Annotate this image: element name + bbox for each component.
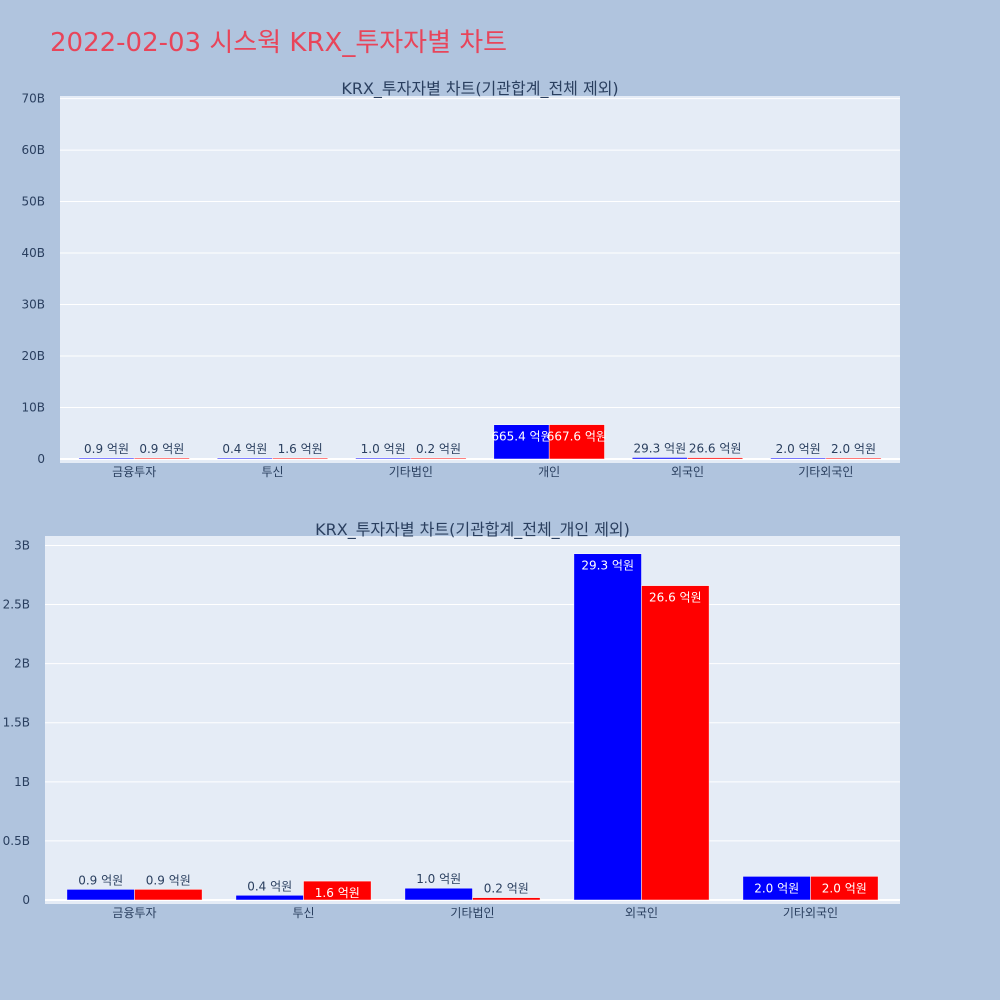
data-label: 26.6 억원 — [649, 591, 702, 605]
x-tick-label: 기타법인 — [450, 906, 494, 920]
x-tick-label: 외국인 — [671, 465, 704, 479]
plot-area — [45, 536, 900, 904]
y-tick-label: 0 — [37, 452, 45, 466]
data-label: 0.9 억원 — [146, 873, 191, 887]
bar — [404, 887, 473, 901]
y-tick-label: 0 — [22, 893, 30, 907]
bar — [303, 880, 372, 901]
bar — [548, 424, 605, 460]
page-title: 2022-02-03 시스웍 KRX_투자자별 차트 — [50, 28, 508, 58]
data-label: 2.0 억원 — [831, 442, 876, 456]
data-label: 0.2 억원 — [484, 882, 529, 896]
bar — [355, 457, 412, 460]
y-tick-label: 1B — [14, 775, 30, 789]
data-label: 665.4 억원 — [491, 430, 551, 444]
x-tick-label: 개인 — [538, 465, 560, 479]
data-label: 29.3 억원 — [581, 559, 634, 573]
x-tick-label: 투신 — [292, 906, 314, 920]
bar — [631, 457, 688, 460]
bar — [810, 876, 879, 901]
bar — [66, 889, 135, 901]
data-label: 0.9 억원 — [139, 442, 184, 456]
bar — [235, 895, 304, 901]
y-tick-label: 0.5B — [3, 834, 30, 848]
y-tick-label: 10B — [21, 401, 45, 415]
y-tick-label: 40B — [21, 246, 45, 260]
x-tick-label: 금융투자 — [112, 465, 156, 479]
chart-title: KRX_투자자별 차트(기관합계_전체_개인 제외) — [315, 520, 630, 540]
data-label: 1.0 억원 — [361, 442, 406, 456]
chart-title: KRX_투자자별 차트(기관합계_전체 제외) — [341, 79, 618, 99]
y-tick-label: 2B — [14, 657, 30, 671]
y-tick-label: 2.5B — [3, 598, 30, 612]
data-label: 0.4 억원 — [222, 442, 267, 456]
bar — [272, 457, 329, 460]
bar — [216, 457, 273, 460]
x-tick-label: 기타외국인 — [783, 906, 838, 920]
bar — [573, 553, 642, 901]
data-label: 2.0 억원 — [822, 881, 867, 895]
y-tick-label: 20B — [21, 349, 45, 363]
data-label: 1.6 억원 — [315, 886, 360, 900]
data-label: 1.0 억원 — [416, 872, 461, 886]
data-label: 667.6 억원 — [547, 430, 607, 444]
data-label: 0.2 억원 — [416, 442, 461, 456]
y-tick-label: 3B — [14, 538, 30, 552]
data-label: 1.6 억원 — [278, 442, 323, 456]
y-tick-label: 60B — [21, 143, 45, 157]
bar — [825, 457, 882, 460]
bar — [410, 457, 467, 460]
y-tick-label: 1.5B — [3, 716, 30, 730]
data-label: 0.4 억원 — [247, 879, 292, 893]
data-label: 26.6 억원 — [689, 442, 742, 456]
data-label: 2.0 억원 — [776, 442, 821, 456]
y-tick-label: 30B — [21, 298, 45, 312]
bar — [641, 585, 710, 901]
x-tick-label: 투신 — [261, 465, 283, 479]
y-tick-label: 70B — [21, 92, 45, 106]
bar — [134, 889, 203, 901]
x-tick-label: 기타외국인 — [798, 465, 853, 479]
bar — [472, 897, 541, 901]
x-tick-label: 금융투자 — [112, 906, 156, 920]
data-label: 29.3 억원 — [634, 441, 687, 455]
data-label: 0.9 억원 — [84, 442, 129, 456]
x-tick-label: 외국인 — [625, 906, 658, 920]
plot-area — [60, 96, 900, 463]
y-tick-label: 50B — [21, 195, 45, 209]
x-tick-label: 기타법인 — [389, 465, 433, 479]
bar — [770, 457, 827, 460]
bar — [78, 457, 135, 460]
data-label: 2.0 억원 — [754, 881, 799, 895]
bar — [687, 457, 744, 460]
bar — [133, 457, 190, 460]
data-label: 0.9 억원 — [78, 873, 123, 887]
